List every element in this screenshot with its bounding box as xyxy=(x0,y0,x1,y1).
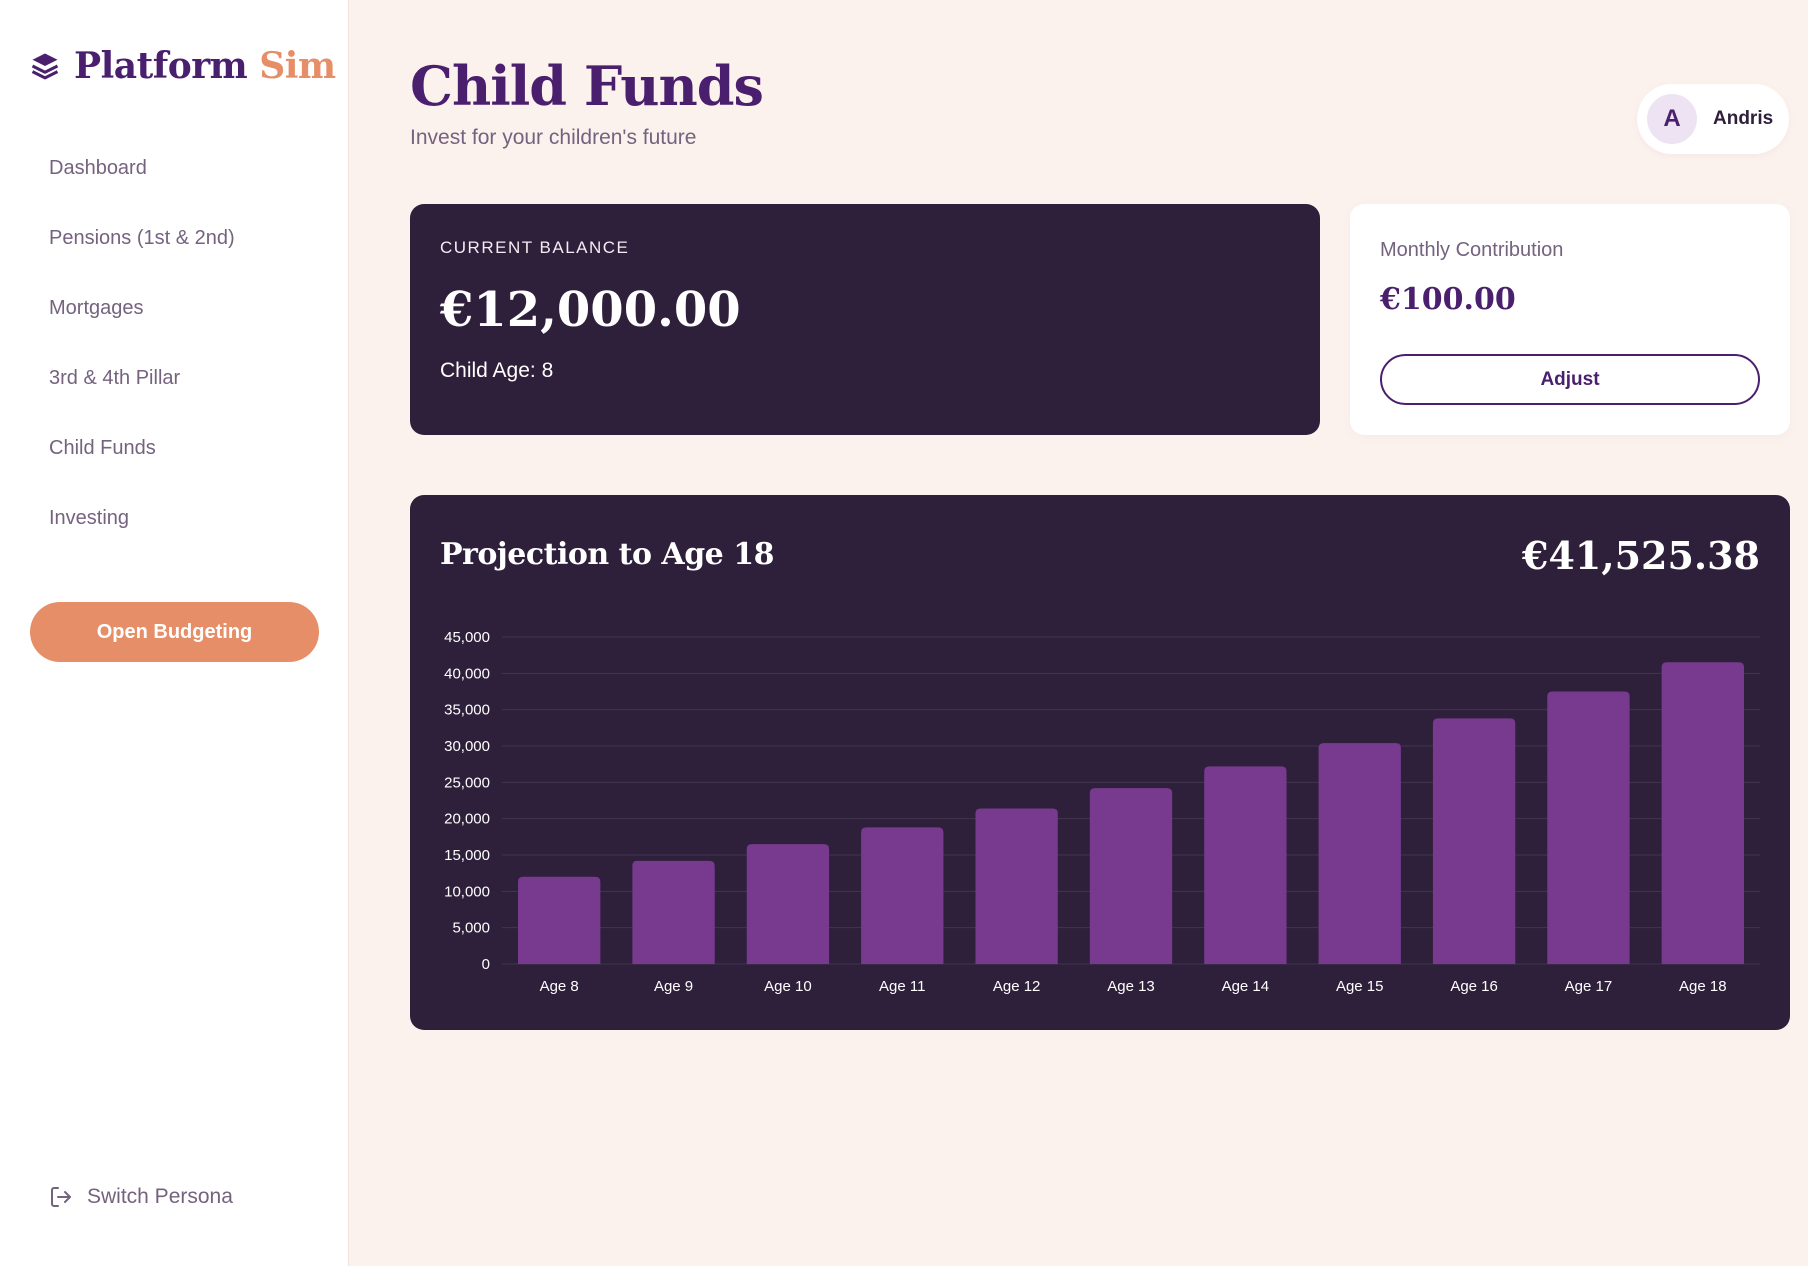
adjust-button[interactable]: Adjust xyxy=(1380,354,1760,405)
child-age: Child Age: 8 xyxy=(440,359,554,382)
x-tick-label: Age 9 xyxy=(654,978,693,995)
x-tick-label: Age 17 xyxy=(1565,978,1613,995)
y-tick-label: 0 xyxy=(482,956,490,973)
y-tick-label: 5,000 xyxy=(452,920,490,937)
user-name: Andris xyxy=(1713,108,1774,129)
logo-text-primary: Platform xyxy=(74,45,248,87)
x-tick-label: Age 10 xyxy=(764,978,812,995)
sidebar-item-label: Investing xyxy=(49,506,130,529)
bar-age-9[interactable] xyxy=(632,860,715,964)
bar-age-11[interactable] xyxy=(861,827,944,964)
layers-icon xyxy=(31,53,59,80)
sidebar-item-child-funds[interactable]: Child Funds xyxy=(30,428,320,498)
x-tick-label: Age 8 xyxy=(540,978,579,995)
sidebar-item-dashboard[interactable]: Dashboard xyxy=(30,148,320,218)
sidebar: Platform Sim Dashboard Pensions (1st & 2n… xyxy=(0,0,349,1266)
sidebar-item-label: Mortgages xyxy=(49,296,144,319)
bar-age-16[interactable] xyxy=(1432,718,1516,964)
projection-card: Projection to Age 18 €41,525.38 45,000 40… xyxy=(410,495,1790,1030)
current-balance-card: CURRENT BALANCE €12,000.00 Child Age: 8 xyxy=(410,204,1320,435)
logo-text-accent: Sim xyxy=(259,45,336,87)
open-budgeting-button[interactable]: Open Budgeting xyxy=(30,602,319,662)
monthly-contribution-card: Monthly Contribution €100.00 Adjust xyxy=(1350,204,1790,435)
y-tick-label: 30,000 xyxy=(444,738,490,755)
sidebar-item-label: Dashboard xyxy=(49,156,147,179)
sidebar-item-pensions[interactable]: Pensions (1st & 2nd) xyxy=(30,218,320,288)
balance-value: €12,000.00 xyxy=(440,282,741,338)
bar-age-8[interactable] xyxy=(518,876,601,964)
projection-chart: 45,000 40,000 35,000 30,000 25,000 20,000 15,0… xyxy=(444,629,1760,995)
logout-icon xyxy=(51,1187,71,1207)
sidebar-item-investing[interactable]: Investing xyxy=(30,498,320,568)
y-tick-label: 20,000 xyxy=(444,811,490,828)
y-tick-label: 25,000 xyxy=(444,774,490,791)
x-tick-label: Age 13 xyxy=(1107,978,1155,995)
avatar: A xyxy=(1647,94,1697,144)
sidebar-item-label: Child Funds xyxy=(49,436,156,459)
y-tick-label: 35,000 xyxy=(444,702,490,719)
sidebar-item-mortgages[interactable]: Mortgages xyxy=(30,288,320,358)
sidebar-nav: Dashboard Pensions (1st & 2nd) Mortgages… xyxy=(30,148,320,568)
sidebar-item-label: Pensions (1st & 2nd) xyxy=(49,226,235,249)
bar-age-18[interactable] xyxy=(1661,662,1744,964)
sidebar-item-pillars[interactable]: 3rd & 4th Pillar xyxy=(30,358,320,428)
contribution-label: Monthly Contribution xyxy=(1380,239,1564,261)
bar-age-17[interactable] xyxy=(1547,691,1630,965)
logo[interactable]: Platform Sim xyxy=(30,44,336,88)
x-tick-label: Age 15 xyxy=(1336,978,1384,995)
balance-label: CURRENT BALANCE xyxy=(440,238,630,257)
x-tick-label: Age 14 xyxy=(1222,978,1270,995)
y-tick-label: 15,000 xyxy=(444,847,490,864)
bar-age-10[interactable] xyxy=(746,844,830,964)
y-tick-label: 45,000 xyxy=(444,629,490,646)
projection-total: €41,525.38 xyxy=(1522,533,1760,578)
page-title: Child Funds xyxy=(410,54,764,118)
x-tick-label: Age 12 xyxy=(993,978,1041,995)
y-tick-label: 10,000 xyxy=(444,883,490,900)
bar-age-14[interactable] xyxy=(1204,766,1287,964)
x-tick-label: Age 16 xyxy=(1450,978,1498,995)
bar-age-12[interactable] xyxy=(975,808,1058,964)
bar-age-15[interactable] xyxy=(1318,743,1401,964)
x-tick-label: Age 18 xyxy=(1679,978,1727,995)
switch-persona-label: Switch Persona xyxy=(87,1185,233,1208)
sidebar-item-label: 3rd & 4th Pillar xyxy=(49,366,181,389)
x-tick-label: Age 11 xyxy=(879,978,925,995)
projection-title: Projection to Age 18 xyxy=(440,537,774,572)
user-menu[interactable]: A Andris xyxy=(1637,84,1789,154)
page-subtitle: Invest for your children's future xyxy=(410,126,697,149)
logo-text: Platform Sim xyxy=(74,45,336,87)
bar-age-13[interactable] xyxy=(1089,788,1173,964)
switch-persona-button[interactable]: Switch Persona xyxy=(49,1185,233,1209)
y-tick-label: 40,000 xyxy=(444,665,490,682)
contribution-value: €100.00 xyxy=(1380,282,1516,317)
